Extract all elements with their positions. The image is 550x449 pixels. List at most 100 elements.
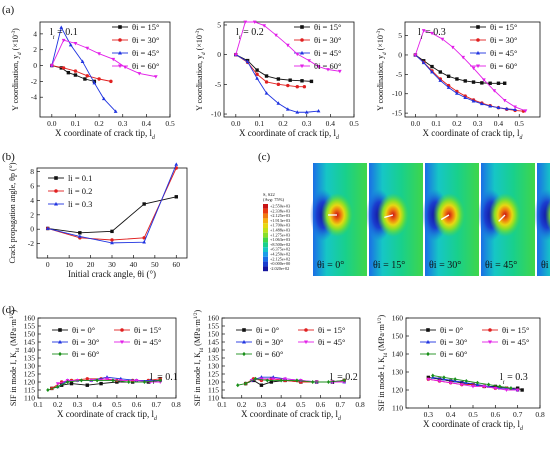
y-tick-label: 120	[392, 386, 404, 395]
data-point	[55, 382, 60, 386]
legend-label: θi = 45°	[502, 337, 529, 347]
data-point	[142, 240, 147, 244]
data-point	[45, 226, 50, 230]
data-point	[123, 65, 127, 70]
legend-label: θi = 30°	[72, 337, 99, 347]
legend-label: θi = 0°	[72, 325, 95, 335]
legend-label: θi = 15°	[134, 325, 161, 335]
legend-marker	[54, 201, 58, 206]
legend-value: +2.125e+03	[270, 213, 290, 218]
data-point	[158, 378, 162, 383]
x-tick-label: 20	[87, 260, 95, 269]
y-tick-label: 115	[24, 386, 35, 395]
data-point	[326, 379, 331, 385]
data-point	[482, 78, 486, 82]
data-point	[142, 202, 146, 206]
legend-marker	[304, 328, 308, 332]
data-point	[513, 105, 517, 109]
data-point	[264, 91, 269, 95]
legend-label: θi = 30°	[440, 337, 467, 347]
y-tick-label: 110	[392, 404, 403, 413]
data-point	[515, 388, 520, 393]
data-point	[276, 77, 281, 81]
legend-marker	[58, 339, 62, 344]
legend-marker	[118, 50, 122, 55]
legend-label: θi = 45°	[132, 48, 159, 58]
legend-value: +2.338e+03	[270, 208, 290, 213]
series-line	[51, 65, 95, 82]
x-axis-label: Initial crack angle, θi (°)	[68, 269, 156, 279]
legend-marker	[242, 351, 246, 357]
data-point	[430, 69, 434, 74]
data-point	[316, 65, 321, 69]
x-tick-label: 30	[108, 260, 116, 269]
legend-swatch	[263, 208, 268, 214]
x-tick-label: 0.8	[535, 410, 545, 419]
legend-marker	[118, 25, 122, 29]
data-point	[471, 99, 476, 103]
data-point	[464, 378, 468, 384]
x-axis-label: X coordinate of crack tip, ld	[423, 128, 523, 141]
x-axis-label: X coordinate of crack tip, ld	[241, 409, 341, 422]
crack-line	[498, 214, 506, 222]
y-tick-label: 140	[24, 346, 36, 355]
y-axis-label: Y coordination, yd (×10-3)	[11, 28, 23, 111]
chart-annotation: li = 0.1	[150, 372, 178, 386]
legend-value: +2.125e+02	[270, 256, 290, 261]
y-tick-label: -2	[28, 239, 34, 248]
data-point	[111, 57, 116, 62]
data-point	[475, 380, 480, 385]
data-point	[342, 378, 346, 383]
data-point	[295, 378, 299, 383]
y-axis-label: SIF in mode I, KId (MPa·m1/2)	[9, 310, 21, 407]
data-point	[486, 382, 491, 387]
legend-marker	[242, 339, 246, 344]
legend-label: θi = 60°	[72, 349, 99, 359]
series-line	[47, 196, 177, 234]
data-point	[85, 377, 89, 381]
x-tick-label: 0.3	[257, 400, 267, 409]
data-point	[59, 66, 63, 70]
panel-label-b: (b)	[2, 151, 15, 163]
data-point	[264, 74, 269, 78]
data-point	[78, 231, 82, 235]
x-tick-label: 0.3	[118, 119, 128, 128]
legend-swatch	[263, 228, 268, 233]
data-point	[83, 77, 87, 81]
x-tick-label: 0.1	[33, 400, 43, 409]
data-point	[255, 72, 259, 76]
data-point	[426, 375, 431, 380]
legend-swatch	[263, 252, 268, 257]
x-tick-label: 0.4	[276, 400, 286, 409]
data-point	[300, 79, 304, 83]
contour-frame: θi = 0°	[310, 163, 367, 276]
legend-label: li = 0.3	[68, 199, 92, 209]
data-point	[431, 373, 435, 378]
y-tick-label: 4	[30, 196, 34, 205]
data-point	[113, 109, 118, 113]
x-tick-label: 0.4	[326, 119, 336, 128]
legend-swatch	[263, 242, 268, 248]
data-point	[442, 375, 446, 380]
data-point	[448, 379, 453, 383]
panel-label-a: (a)	[2, 4, 15, 16]
legend-label: θi = 45°	[134, 337, 161, 347]
data-point	[69, 381, 74, 386]
legend-swatch	[263, 266, 268, 272]
data-point	[99, 381, 103, 386]
frame-label: θi = 0°	[317, 260, 344, 271]
y-tick-label: 125	[24, 370, 36, 379]
data-point	[276, 101, 281, 105]
legend-label: li = 0.1	[68, 173, 92, 183]
x-tick-label: 0.3	[302, 119, 312, 128]
data-point	[337, 69, 342, 74]
data-point	[504, 388, 509, 393]
legend-swatch	[263, 237, 268, 243]
legend-label: θi = 15°	[502, 325, 529, 335]
legend-label: θi = 30°	[132, 35, 159, 45]
x-tick-label: 0.4	[92, 400, 102, 409]
y-tick-label: -10	[392, 89, 402, 98]
y-tick-label: 155	[208, 322, 220, 331]
y-tick-label: 6	[30, 182, 34, 191]
y-tick-label: 155	[24, 322, 36, 331]
